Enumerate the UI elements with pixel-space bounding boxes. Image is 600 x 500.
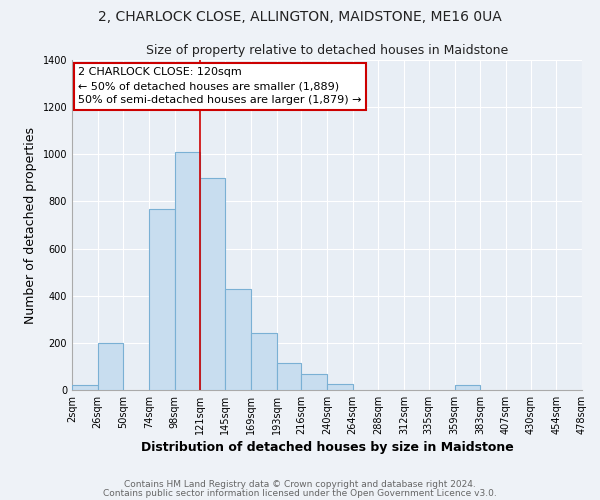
- Bar: [98, 343, 124, 390]
- Bar: [149, 208, 175, 390]
- Bar: [199, 178, 225, 390]
- Bar: [225, 288, 251, 390]
- Bar: [277, 363, 301, 390]
- Bar: [327, 384, 353, 390]
- Bar: [72, 386, 98, 390]
- Bar: [301, 374, 327, 390]
- Text: 2, CHARLOCK CLOSE, ALLINGTON, MAIDSTONE, ME16 0UA: 2, CHARLOCK CLOSE, ALLINGTON, MAIDSTONE,…: [98, 10, 502, 24]
- Text: Contains public sector information licensed under the Open Government Licence v3: Contains public sector information licen…: [103, 488, 497, 498]
- Bar: [175, 152, 199, 390]
- Bar: [455, 386, 480, 390]
- Bar: [251, 334, 277, 390]
- Title: Size of property relative to detached houses in Maidstone: Size of property relative to detached ho…: [146, 44, 508, 58]
- X-axis label: Distribution of detached houses by size in Maidstone: Distribution of detached houses by size …: [140, 441, 514, 454]
- Text: 2 CHARLOCK CLOSE: 120sqm
← 50% of detached houses are smaller (1,889)
50% of sem: 2 CHARLOCK CLOSE: 120sqm ← 50% of detach…: [79, 67, 362, 105]
- Text: Contains HM Land Registry data © Crown copyright and database right 2024.: Contains HM Land Registry data © Crown c…: [124, 480, 476, 489]
- Y-axis label: Number of detached properties: Number of detached properties: [24, 126, 37, 324]
